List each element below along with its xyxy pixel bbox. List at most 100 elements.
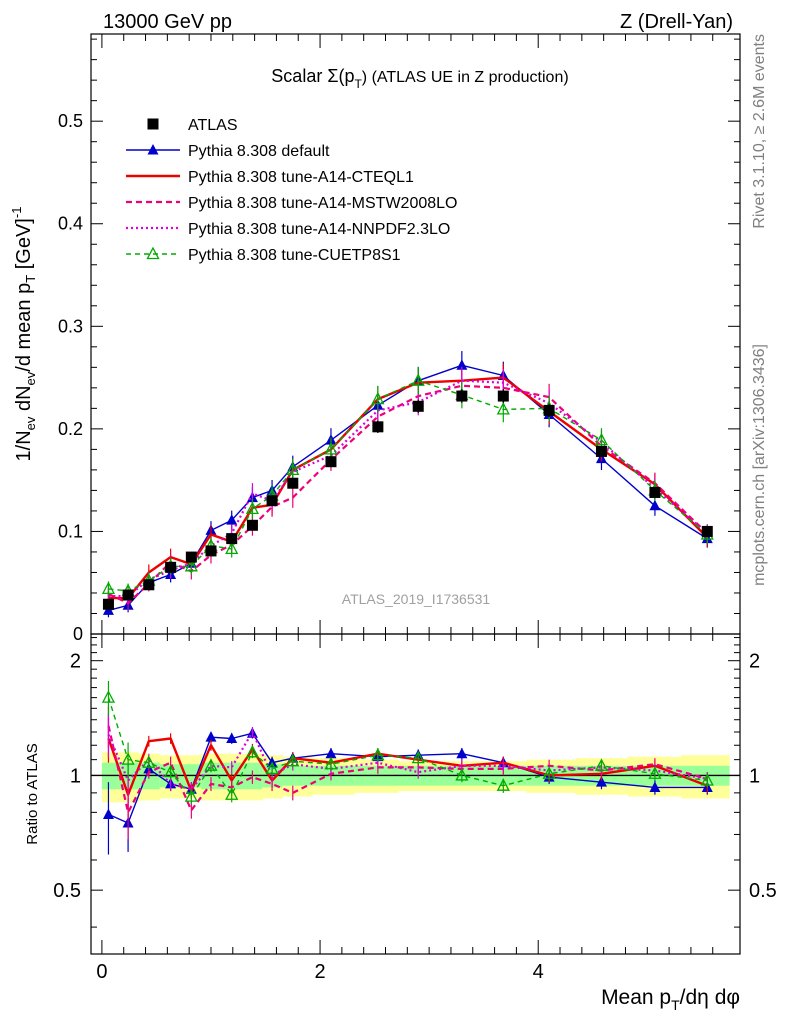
main-cuetp-point xyxy=(371,391,385,405)
ratio-cuetp-point xyxy=(371,747,385,761)
legend: ATLAS Pythia 8.308 default Pythia 8.308 tu… xyxy=(126,117,457,264)
rivet-label: Rivet 3.1.10, ≥ 2.6M events xyxy=(751,34,768,229)
ratio-default-point xyxy=(456,747,468,759)
main-cuetp-point xyxy=(184,558,198,572)
main-atlas-point xyxy=(456,390,468,402)
x-axis-label: Mean pT/dη dφ xyxy=(601,986,740,1013)
main-axis-ticks: 0 0.1 0.2 0.3 0.4 0.5 xyxy=(58,34,740,644)
legend-default-label: Pythia 8.308 default xyxy=(188,143,330,160)
main-data-layer xyxy=(101,351,714,618)
main-cuetp-point xyxy=(411,373,425,386)
ratio-cuetp-point xyxy=(411,750,425,764)
main-atlas-point xyxy=(287,477,299,489)
x-tick-label: 2 xyxy=(314,961,325,983)
ratio-cuetp-point xyxy=(121,752,135,765)
ratio-default-point xyxy=(226,732,238,743)
header-left: 13000 GeV pp xyxy=(103,11,232,33)
ratio-cuetp-point xyxy=(648,766,662,779)
ratio-cuetp-point xyxy=(324,756,338,770)
main-atlas-point xyxy=(412,400,424,412)
ratio-y-tick-label-right: 0.5 xyxy=(749,880,777,902)
main-y-tick-label: 0 xyxy=(73,624,83,644)
ratio-frame xyxy=(90,633,741,955)
main-atlas-point xyxy=(102,598,114,610)
ratio-axis-ticks: 0.5 0.5 1 1 2 2 0 2 4 xyxy=(53,634,777,983)
ratio-y-tick-label-left: 1 xyxy=(70,765,81,787)
legend-cteql1-label: Pythia 8.308 tune-A14-CTEQL1 xyxy=(188,169,414,186)
main-atlas-point xyxy=(497,390,509,402)
ratio-cuetp-point xyxy=(700,773,714,786)
legend-mstw-label: Pythia 8.308 tune-A14-MSTW2008LO xyxy=(188,195,457,212)
main-y-tick-label: 0.3 xyxy=(58,316,83,336)
ratio-cuetp-point xyxy=(245,744,260,758)
header-right: Z (Drell-Yan) xyxy=(620,11,733,33)
main-panel: 0 0.1 0.2 0.3 0.4 0.5 Scalar Σ(pT) (ATLAS UE … xyxy=(9,33,741,644)
main-cuetp-point xyxy=(286,462,300,476)
ratio-default-point xyxy=(649,781,661,792)
legend-cuetp-label: Pythia 8.308 tune-CUETP8S1 xyxy=(188,247,401,264)
main-default-point xyxy=(226,514,238,525)
ratio-cuetp-point xyxy=(542,766,556,779)
ratio-y-axis-label: Ratio to ATLAS xyxy=(24,743,41,844)
main-cuetp-point xyxy=(101,581,116,595)
ratio-y-tick-label-right: 1 xyxy=(749,765,760,787)
main-atlas-point xyxy=(325,456,337,468)
main-atlas-point xyxy=(543,404,555,416)
ratio-cuetp-point xyxy=(286,753,300,767)
legend-atlas-marker xyxy=(147,118,159,130)
main-y-tick-label: 0.2 xyxy=(58,419,83,439)
main-y-axis-label: 1/Nev dNev/d mean pT [GeV]-1 xyxy=(9,207,38,462)
main-nnpdf-line xyxy=(108,379,709,598)
main-cuetp-point xyxy=(496,401,510,415)
ratio-cuetp-point xyxy=(204,758,218,771)
main-cuetp-point xyxy=(594,432,609,446)
main-y-tick-label: 0.5 xyxy=(58,111,83,131)
x-tick-label: 4 xyxy=(533,961,544,983)
ratio-cuetp-point xyxy=(101,690,116,703)
main-mstw-line xyxy=(108,384,709,605)
legend-cuetp-marker xyxy=(146,246,160,260)
main-y-tick-label: 0.1 xyxy=(58,521,83,541)
main-atlas-point xyxy=(122,589,134,601)
ratio-cuetp-point xyxy=(594,758,609,771)
main-atlas-point xyxy=(143,579,155,591)
ratio-cuetp-point xyxy=(142,755,156,768)
main-atlas-point xyxy=(226,533,238,545)
legend-nnpdf-label: Pythia 8.308 tune-A14-NNPDF2.3LO xyxy=(188,221,450,238)
x-tick-label: 0 xyxy=(96,961,107,983)
ratio-cuetp-point xyxy=(164,764,178,778)
ratio-y-tick-label-right: 2 xyxy=(749,651,760,673)
ratio-cuetp-point xyxy=(225,787,239,800)
main-default-point xyxy=(456,359,468,370)
main-atlas-point xyxy=(701,525,713,537)
ratio-panel: 0.5 0.5 1 1 2 2 0 2 4 Ratio to ATLAS Mean pT/dη … xyxy=(24,633,777,1013)
ratio-default-point xyxy=(325,747,337,759)
main-atlas-point xyxy=(649,486,661,498)
ratio-cuetp-point xyxy=(265,761,279,775)
main-default-point xyxy=(649,499,661,511)
main-cuetp-line xyxy=(108,380,708,592)
main-atlas-point xyxy=(266,495,278,507)
ratio-y-tick-label-left: 2 xyxy=(70,651,81,673)
main-y-tick-label: 0.4 xyxy=(58,214,83,234)
main-cuetp-point xyxy=(324,441,338,455)
main-atlas-point xyxy=(185,551,197,563)
main-cuetp-point xyxy=(245,501,260,515)
ratio-cuetp-point xyxy=(184,789,198,802)
ratio-cuetp-point xyxy=(455,768,469,781)
ratio-y-tick-label-left: 0.5 xyxy=(53,880,81,902)
main-atlas-point xyxy=(246,519,258,531)
ratio-cuetp-point xyxy=(496,778,510,791)
main-atlas-point xyxy=(595,445,607,457)
mcplots-label: mcplots.cern.ch [arXiv:1306.3436] xyxy=(751,344,768,586)
ratio-default-point xyxy=(102,808,114,819)
main-cuetp-point xyxy=(225,541,239,555)
legend-default-marker xyxy=(147,144,159,155)
legend-atlas-label: ATLAS xyxy=(188,117,238,134)
ratio-data-layer xyxy=(101,680,714,855)
main-atlas-point xyxy=(165,561,177,573)
ratio-default-point xyxy=(205,731,217,742)
analysis-watermark: ATLAS_2019_I1736531 xyxy=(342,591,491,607)
main-atlas-point xyxy=(372,421,384,433)
